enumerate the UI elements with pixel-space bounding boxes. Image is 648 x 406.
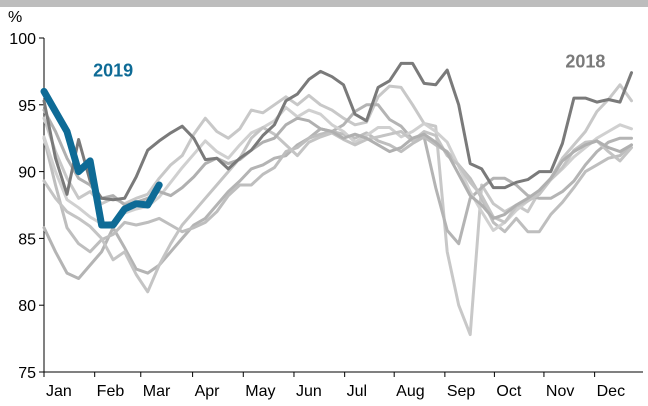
annotations: 2019 2018: [93, 51, 605, 80]
axes: 75 80 85 90 95 100 Jan Feb Mar Apr May Jun Jul Aug Sep…: [9, 31, 643, 400]
x-tick-label: Jan: [46, 383, 72, 400]
x-tick-label: Oct: [496, 383, 521, 400]
x-tick-label: Apr: [195, 383, 221, 400]
series-line-4: [42, 130, 633, 254]
series-line-5: [42, 106, 633, 232]
x-tick-label: Jul: [347, 383, 367, 400]
y-tick-label: 75: [18, 365, 36, 382]
series-line-3: [42, 103, 633, 280]
x-tick-label: Jun: [296, 383, 322, 400]
x-tick-label: Feb: [97, 383, 125, 400]
y-tick-label: 95: [18, 98, 36, 115]
x-tick-label: May: [245, 383, 275, 400]
y-tick-label: 90: [18, 165, 36, 182]
annotation-2019: 2019: [93, 61, 133, 81]
y-tick-label: 85: [18, 231, 36, 248]
top-rule: [0, 0, 648, 7]
annotation-2018: 2018: [565, 51, 605, 71]
x-tick-label: Dec: [597, 383, 625, 400]
x-tick-label: Mar: [143, 383, 171, 400]
y-tick-label: 80: [18, 298, 36, 315]
x-tick-label: Sep: [447, 383, 476, 400]
x-tick-label: Aug: [396, 383, 424, 400]
series-line-0: [40, 87, 163, 229]
series-line-2: [42, 83, 633, 337]
y-unit-label: %: [8, 9, 22, 26]
y-tick-label: 100: [9, 31, 36, 48]
series-layer: [40, 61, 633, 337]
x-tick-label: Nov: [546, 383, 574, 400]
series-line-7: [42, 108, 633, 220]
series-line-1: [42, 61, 633, 202]
